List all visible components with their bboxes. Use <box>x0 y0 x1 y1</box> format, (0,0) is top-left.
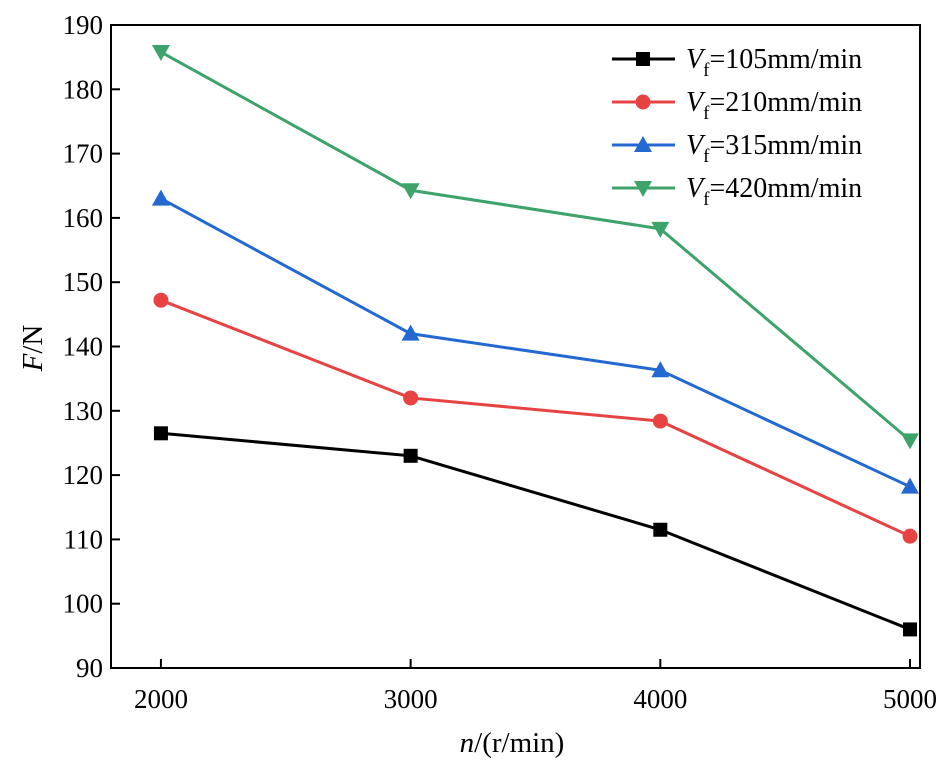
legend-item: Vf=210mm/min <box>612 87 862 124</box>
data-point <box>653 522 668 537</box>
data-point <box>651 221 670 238</box>
x-tick-label: 5000 <box>883 684 937 714</box>
data-point <box>153 292 169 308</box>
legend-label: Vf=420mm/min <box>686 173 862 210</box>
legend-item: Vf=105mm/min <box>612 44 862 81</box>
data-point <box>153 426 168 441</box>
y-tick-label: 140 <box>63 332 104 362</box>
data-point <box>901 477 920 494</box>
y-tick-label: 120 <box>63 460 104 490</box>
x-tick-label: 2000 <box>134 684 188 714</box>
series-line <box>160 50 911 442</box>
data-point <box>401 183 420 200</box>
legend-item: Vf=315mm/min <box>612 130 862 167</box>
y-tick-label: 130 <box>63 396 104 426</box>
data-point <box>903 622 918 637</box>
x-tick-label: 3000 <box>384 684 438 714</box>
data-point <box>151 45 170 62</box>
x-axis-title: n/(r/min) <box>460 727 565 759</box>
data-point <box>401 324 420 341</box>
series-1 <box>153 426 918 637</box>
data-point <box>651 361 670 378</box>
y-tick-label: 110 <box>64 524 104 554</box>
y-axis-title: F/N <box>17 325 49 373</box>
legend-marker <box>634 136 652 152</box>
legend-marker <box>635 94 651 110</box>
y-tick-label: 150 <box>63 267 104 297</box>
data-point <box>403 448 418 463</box>
legend-item: Vf=420mm/min <box>612 173 862 210</box>
data-point <box>902 528 918 544</box>
series-line <box>160 197 911 489</box>
series-line <box>160 431 911 631</box>
data-point <box>652 413 668 429</box>
data-point <box>901 433 920 450</box>
series-4 <box>151 45 920 450</box>
data-point <box>151 189 170 206</box>
series-line <box>160 298 911 538</box>
legend: Vf=105mm/min Vf=210mm/min Vf=315mm/min Vf=4… <box>612 44 862 210</box>
series-2 <box>153 292 918 544</box>
x-tick-label: 4000 <box>633 684 687 714</box>
y-tick-label: 90 <box>76 653 103 683</box>
legend-label: Vf=105mm/min <box>686 44 862 81</box>
y-tick-label: 170 <box>63 139 104 169</box>
y-tick-label: 180 <box>63 74 104 104</box>
y-tick-label: 160 <box>63 203 104 233</box>
data-point <box>403 390 419 406</box>
legend-label: Vf=210mm/min <box>686 87 862 124</box>
legend-marker <box>634 181 652 197</box>
legend-marker <box>636 52 650 66</box>
legend-label: Vf=315mm/min <box>686 130 862 167</box>
series-3 <box>151 189 920 494</box>
y-tick-label: 190 <box>63 10 104 40</box>
y-tick-label: 100 <box>63 589 104 619</box>
